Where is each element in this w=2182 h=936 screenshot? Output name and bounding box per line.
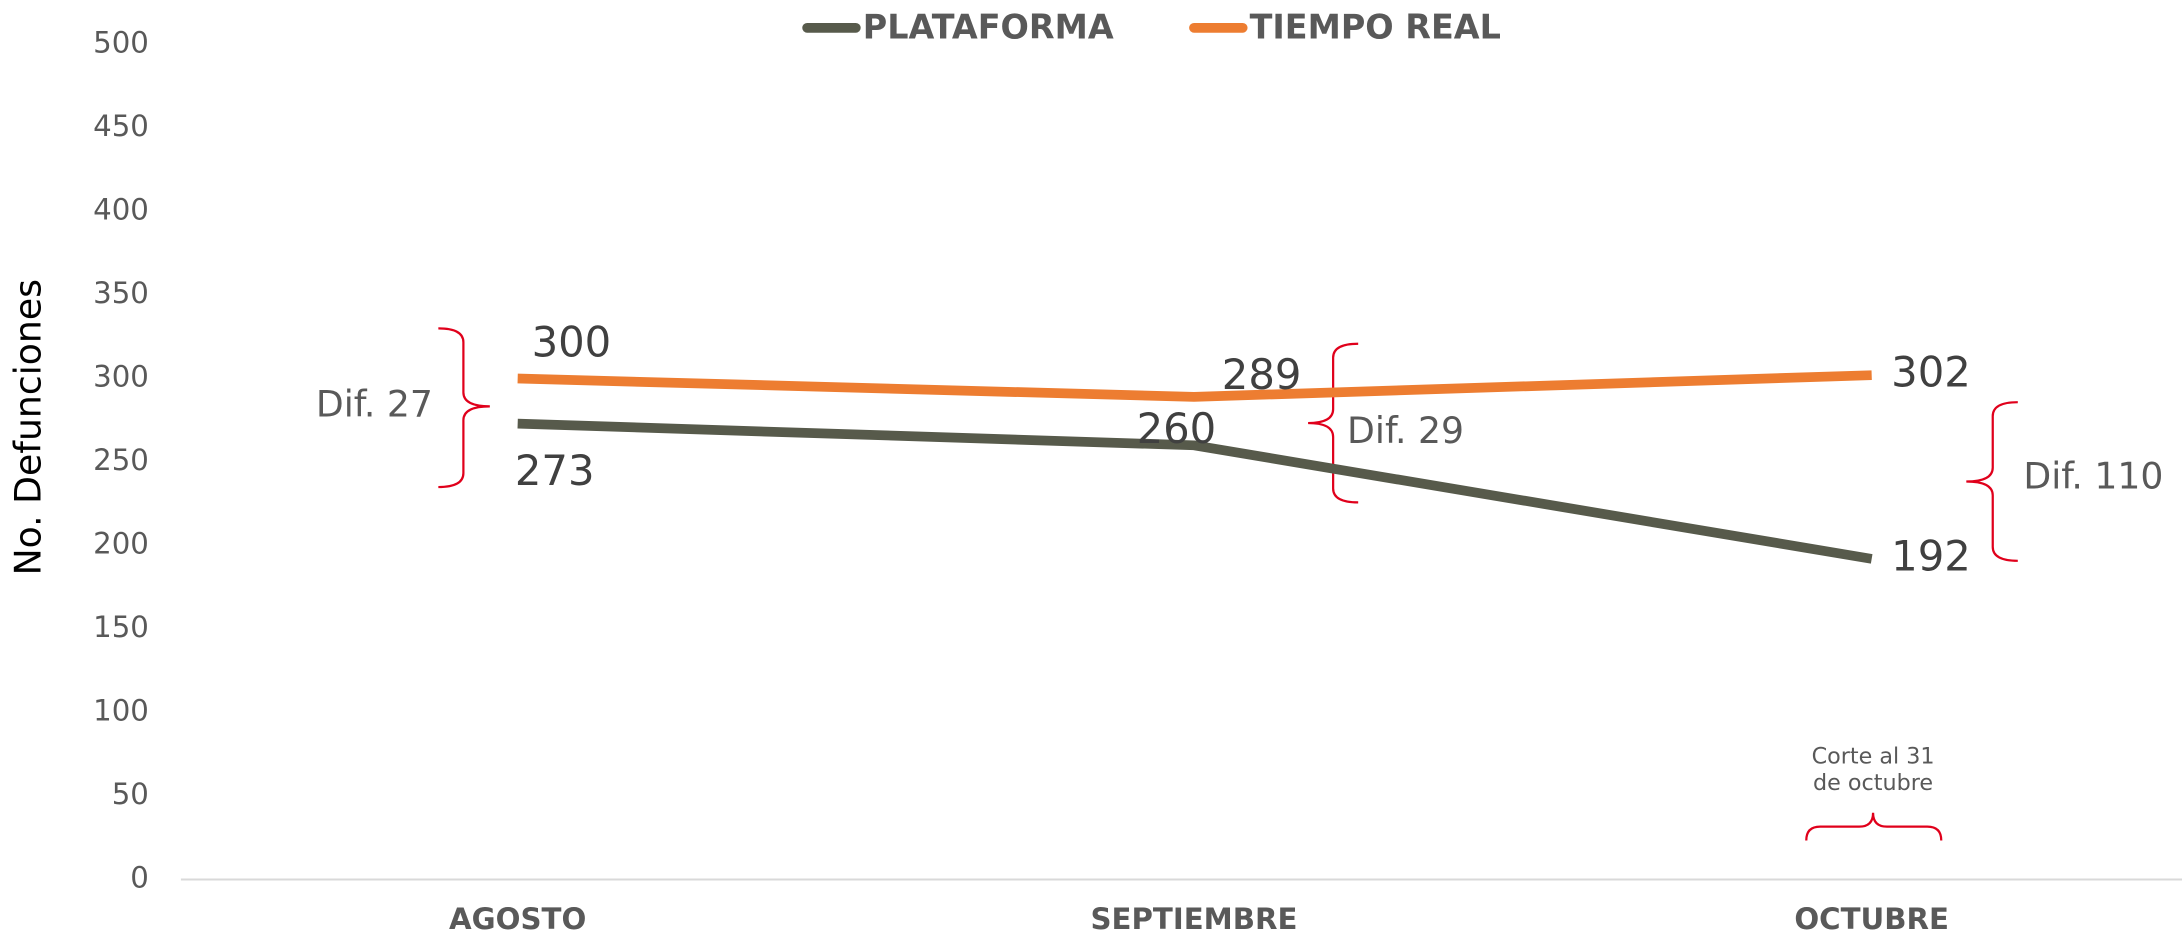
y-tick-label: 0	[130, 860, 149, 894]
data-label: 273	[515, 446, 595, 495]
x-tick-label: OCTUBRE	[1794, 902, 1949, 936]
bracket	[1966, 401, 2018, 562]
annotation: Dif. 29	[1347, 409, 1464, 452]
data-label: 300	[532, 318, 612, 367]
bracket	[1805, 812, 1943, 841]
y-tick-label: 100	[93, 694, 149, 728]
y-axis-label: No. Defunciones	[7, 279, 50, 575]
data-label: 289	[1222, 350, 1302, 399]
data-label: 302	[1891, 348, 1971, 397]
y-tick-label: 500	[93, 26, 149, 60]
brackets	[438, 327, 2018, 841]
y-tick-label: 300	[93, 360, 149, 394]
y-tick-label: 50	[112, 777, 149, 811]
y-tick-label: 250	[93, 443, 149, 477]
bracket	[1308, 342, 1359, 504]
annotation: de octubre	[1813, 770, 1933, 796]
y-tick-label: 350	[93, 276, 149, 310]
series-line	[517, 370, 1872, 402]
annotation: Dif. 27	[316, 382, 433, 425]
legend-label: PLATAFORMA	[863, 8, 1114, 47]
y-tick-label: 450	[93, 109, 149, 143]
annotation: Dif. 110	[2023, 455, 2163, 498]
x-tick-label: SEPTIEMBRE	[1090, 902, 1297, 936]
series-line	[517, 418, 1873, 564]
legend-label: TIEMPO REAL	[1250, 8, 1501, 47]
x-tick-label: AGOSTO	[449, 902, 586, 936]
data-label: 260	[1137, 404, 1217, 453]
y-tick-label: 150	[93, 610, 149, 644]
y-tick-label: 200	[93, 527, 149, 561]
bracket	[438, 327, 490, 489]
y-tick-label: 400	[93, 193, 149, 227]
annotation: Corte al 31	[1812, 744, 1935, 770]
data-label: 192	[1891, 531, 1971, 580]
